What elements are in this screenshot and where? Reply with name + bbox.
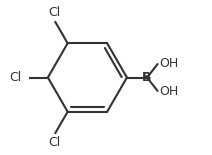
Text: Cl: Cl bbox=[48, 6, 61, 19]
Text: Cl: Cl bbox=[9, 71, 21, 84]
Text: Cl: Cl bbox=[48, 136, 61, 149]
Text: OH: OH bbox=[159, 57, 179, 70]
Text: B: B bbox=[142, 71, 152, 84]
Text: OH: OH bbox=[159, 85, 179, 98]
